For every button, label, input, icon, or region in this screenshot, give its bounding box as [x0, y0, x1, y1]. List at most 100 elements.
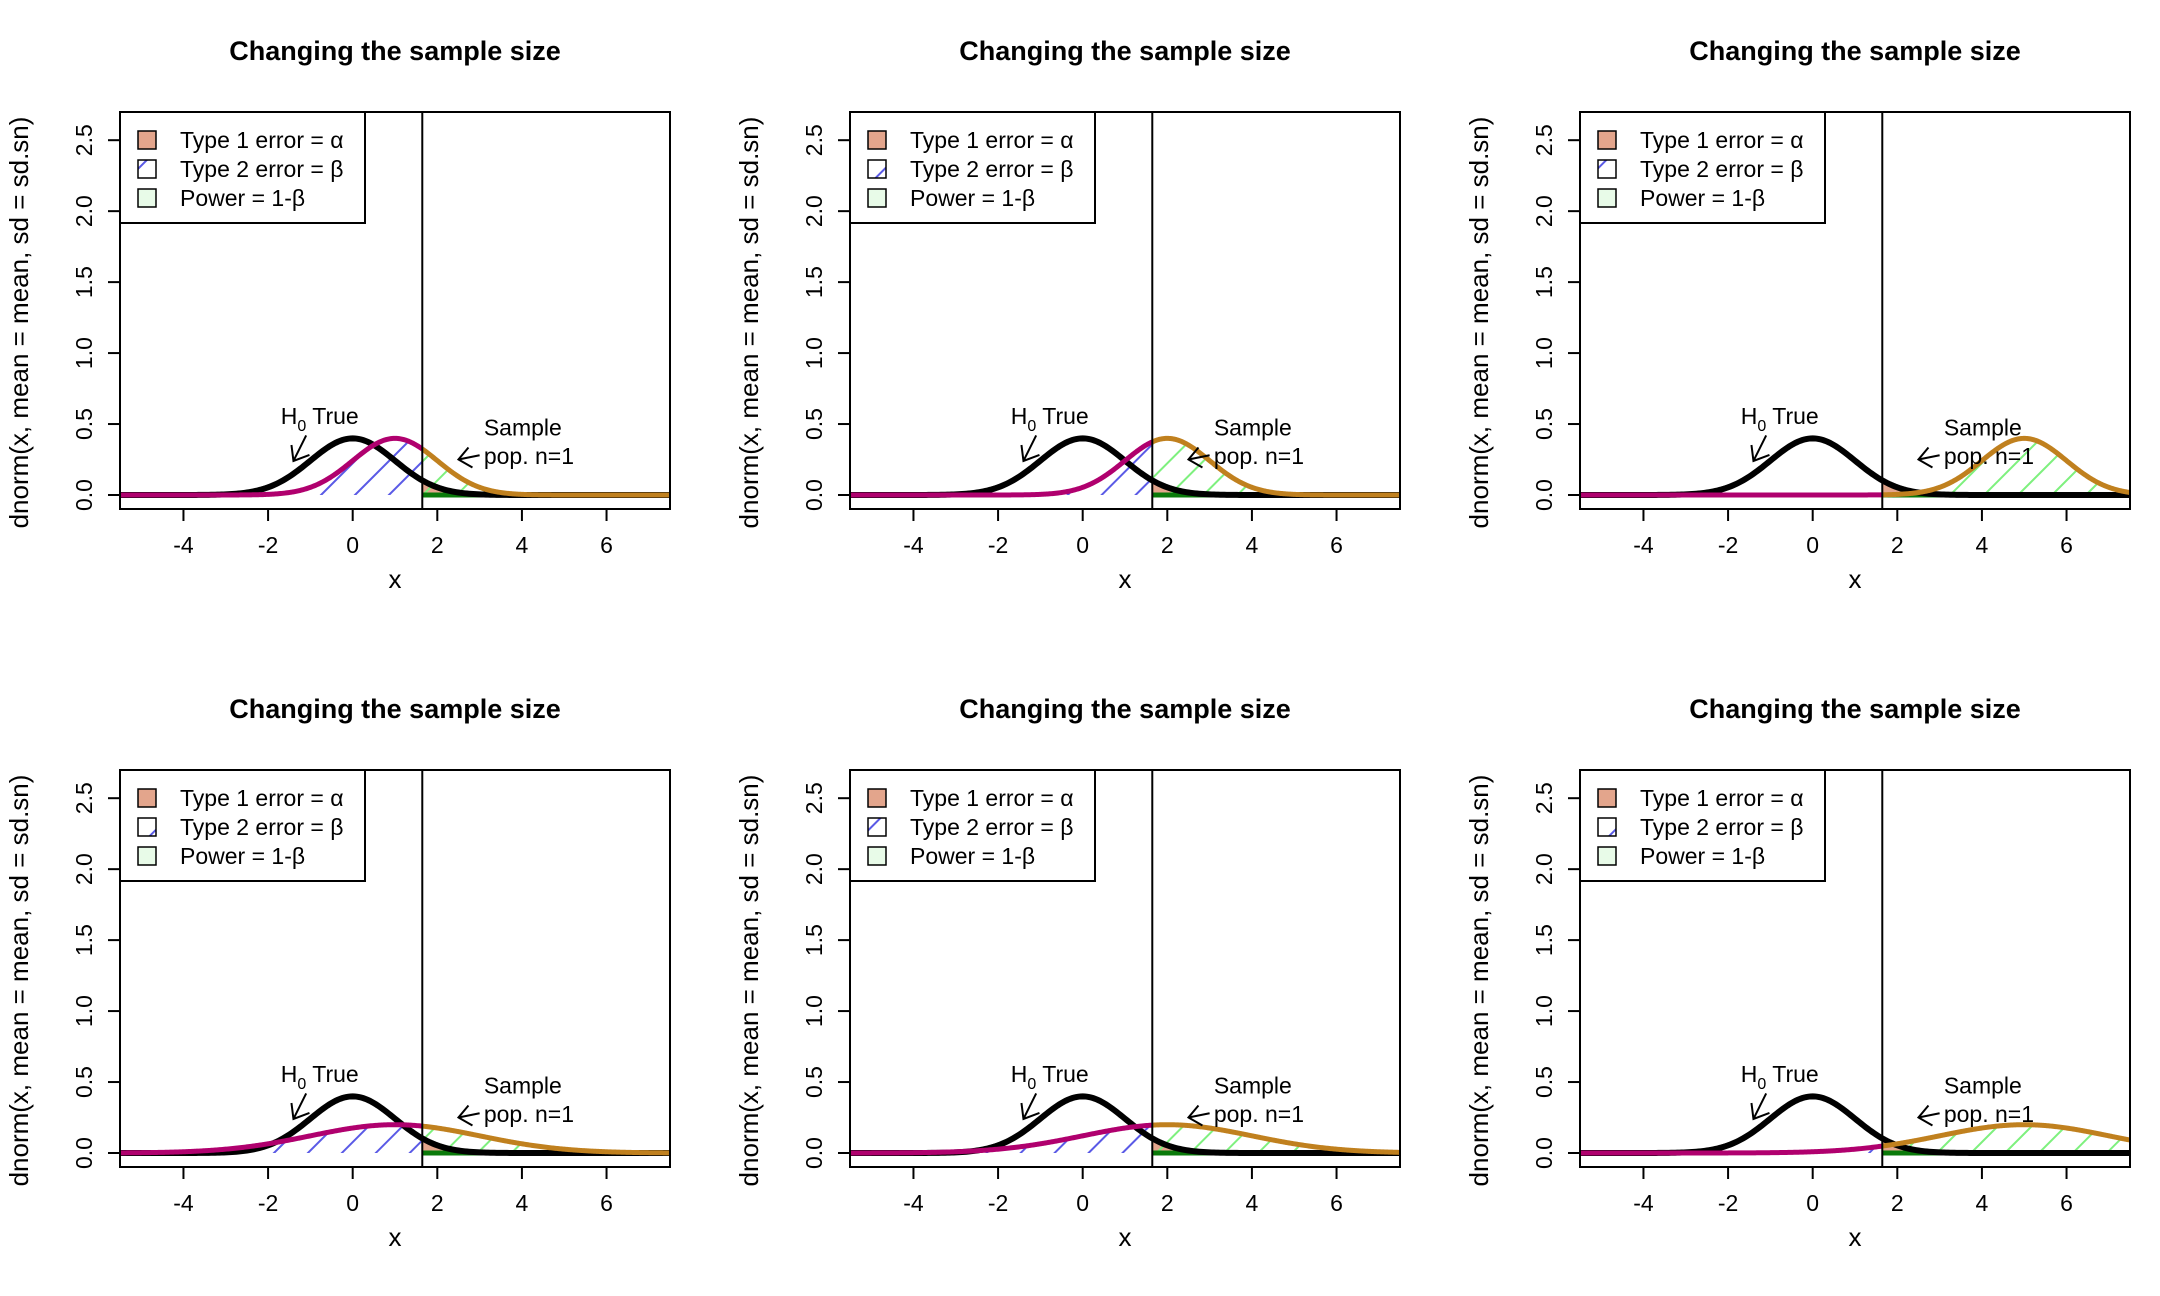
x-tick-label: 6	[600, 532, 613, 558]
y-tick-label: 1.5	[1531, 266, 1557, 298]
y-tick-label: 2.5	[1531, 124, 1557, 156]
legend-swatch-type2	[1597, 159, 1617, 179]
sample-curve-right	[420, 446, 670, 498]
chart-panel-3: Changing the sample size -4 -2 0 2 4 6 x 0.0 0.5 1…	[1464, 36, 2131, 594]
y-tick-label: 1.0	[1531, 337, 1557, 369]
x-tick-label: -2	[258, 532, 278, 558]
legend-swatch-type1	[867, 788, 887, 808]
h0-annotation: H0 True	[281, 1061, 359, 1093]
chart-title: Changing the sample size	[959, 694, 1291, 724]
legend-swatch-power	[1597, 188, 1617, 208]
y-tick-label: 0.0	[1531, 1137, 1557, 1169]
sample-curve-left	[1580, 1143, 1883, 1156]
h0-arrow	[1020, 434, 1040, 463]
sample-curve-right	[422, 1123, 670, 1156]
legend-entry: Power = 1-β	[910, 843, 1035, 869]
x-tick-label: -4	[173, 532, 194, 558]
x-tick-label: 6	[600, 1190, 613, 1216]
sample-arrow	[1916, 446, 1940, 469]
legend-swatch-power	[867, 188, 887, 208]
legend-swatch-type1	[137, 130, 157, 150]
sample-arrow	[1186, 1104, 1210, 1127]
x-tick-label: 4	[1976, 1190, 1989, 1216]
sample-curve-right	[1881, 1122, 2130, 1149]
chart-panel-2: Changing the sample size -4 -2 0 2 4 6 x 0.0 0.5 1…	[734, 36, 1401, 594]
x-axis-label: x	[389, 564, 402, 594]
legend: Type 1 error = α Type 2 error = β Power = …	[119, 769, 366, 882]
legend-box	[1579, 111, 1826, 224]
sample-annotation-line1: Sample	[1214, 1072, 1292, 1098]
h0-arrow	[1750, 434, 1770, 463]
y-tick-label: 0.5	[1531, 408, 1557, 440]
y-axis-label: dnorm(x, mean = mean, sd = sd.sn)	[734, 117, 764, 529]
chart-panel-4: Changing the sample size -4 -2 0 2 4 6 x 0.0 0.5 1…	[4, 694, 671, 1252]
chart-panel-1: Changing the sample size -4 -2 0 2 4 6 x 0.0 0.5 1…	[4, 36, 671, 594]
legend-swatch-type1	[1597, 788, 1617, 808]
x-axis-label: x	[1849, 564, 1862, 594]
power-region	[422, 1126, 670, 1153]
sample-annotation-line2: pop. n=1	[1214, 1101, 1304, 1127]
sample-curve-left	[850, 439, 1154, 498]
legend-entry: Power = 1-β	[180, 843, 305, 869]
y-tick-label: 2.5	[801, 782, 827, 814]
chart-title: Changing the sample size	[1689, 36, 2021, 66]
x-tick-label: -2	[1718, 1190, 1738, 1216]
sample-curve-right	[1152, 1122, 1400, 1155]
x-tick-label: 0	[1806, 1190, 1819, 1216]
y-tick-label: 0.0	[801, 479, 827, 511]
power-region	[1152, 438, 1400, 495]
h0-annotation: H0 True	[1011, 1061, 1089, 1093]
type2-error-region	[1580, 1146, 1883, 1153]
power-region	[1882, 1124, 2130, 1153]
legend-box	[119, 111, 366, 224]
h0-arrow	[1020, 1092, 1040, 1121]
legend-swatch-type2	[137, 159, 157, 179]
chart-title: Changing the sample size	[959, 36, 1291, 66]
y-tick-label: 2.0	[71, 853, 97, 885]
legend-swatch-type1	[137, 788, 157, 808]
chart-title: Changing the sample size	[1689, 694, 2021, 724]
legend-swatch-type2	[1597, 817, 1617, 837]
y-tick-label: 1.5	[801, 266, 827, 298]
x-axis-label: x	[1119, 1222, 1132, 1252]
legend: Type 1 error = α Type 2 error = β Power = …	[849, 111, 1096, 224]
x-tick-label: 0	[346, 1190, 359, 1216]
power-region	[1882, 438, 2130, 495]
legend-box	[849, 111, 1096, 224]
x-tick-label: 0	[346, 532, 359, 558]
legend-swatch-type2	[867, 159, 887, 179]
chart-title: Changing the sample size	[229, 694, 561, 724]
sample-arrow	[1186, 446, 1210, 469]
sample-arrow	[456, 446, 480, 469]
x-tick-label: 2	[1161, 1190, 1174, 1216]
h0-annotation: H0 True	[1011, 403, 1089, 435]
legend-entry: Power = 1-β	[910, 185, 1035, 211]
sample-curve-left	[120, 1122, 423, 1156]
sample-annotation-line2: pop. n=1	[484, 443, 574, 469]
legend-box	[1579, 769, 1826, 882]
h0-annotation: H0 True	[1741, 1061, 1819, 1093]
legend-entry: Type 2 error = β	[1640, 814, 1803, 840]
x-tick-label: 6	[1330, 532, 1343, 558]
sample-annotation-line1: Sample	[484, 1072, 562, 1098]
sample-annotation-line2: pop. n=1	[484, 1101, 574, 1127]
x-tick-label: 2	[1161, 532, 1174, 558]
x-tick-label: 6	[2060, 532, 2073, 558]
legend-entry: Power = 1-β	[1640, 843, 1765, 869]
y-axis-label: dnorm(x, mean = mean, sd = sd.sn)	[734, 775, 764, 1187]
x-tick-label: 4	[516, 532, 529, 558]
x-tick-label: -2	[988, 532, 1008, 558]
x-tick-label: -4	[1633, 1190, 1654, 1216]
sample-curve-left	[850, 1122, 1153, 1156]
y-tick-label: 1.0	[71, 337, 97, 369]
x-tick-label: 6	[1330, 1190, 1343, 1216]
x-tick-label: 4	[1976, 532, 1989, 558]
legend-entry: Type 2 error = β	[180, 156, 343, 182]
y-tick-label: 2.0	[71, 195, 97, 227]
y-tick-label: 1.5	[71, 266, 97, 298]
type2-error-region	[850, 1125, 1153, 1153]
legend-swatch-type1	[1597, 130, 1617, 150]
legend-entry: Type 2 error = β	[1640, 156, 1803, 182]
sample-annotation-line2: pop. n=1	[1944, 443, 2034, 469]
x-axis-label: x	[1119, 564, 1132, 594]
